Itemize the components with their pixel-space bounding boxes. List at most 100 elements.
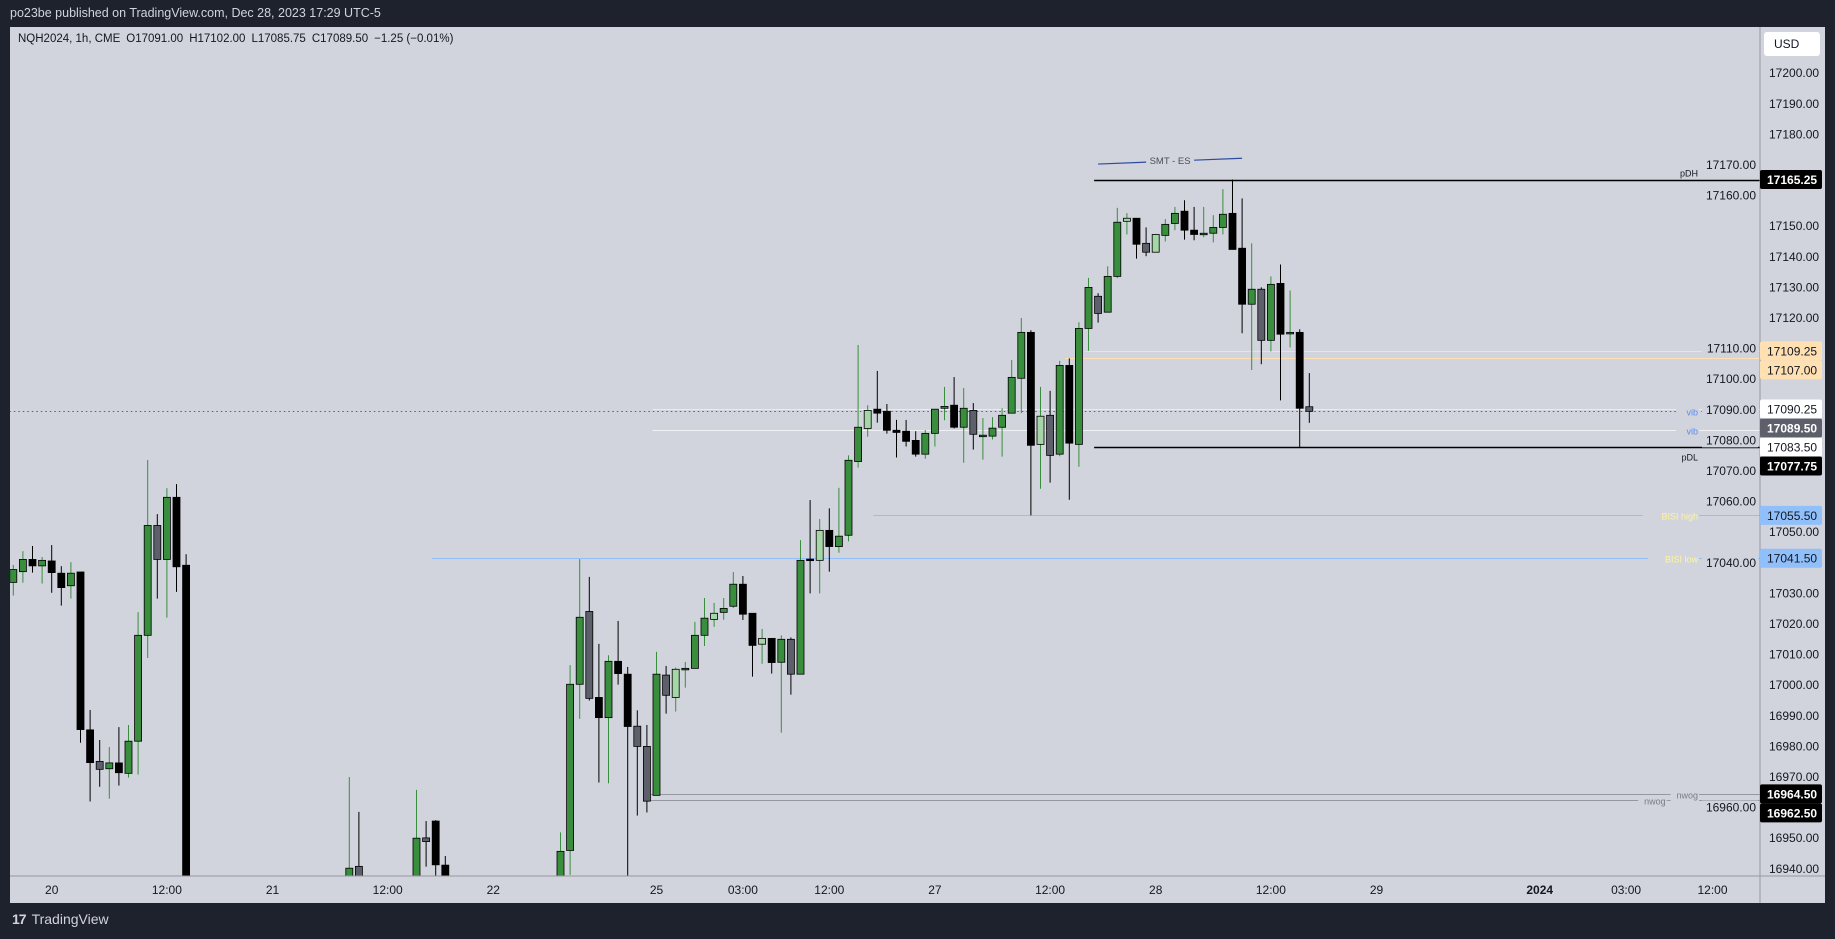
candle[interactable] xyxy=(575,559,584,719)
candle[interactable] xyxy=(1286,290,1294,348)
candle[interactable] xyxy=(354,811,363,915)
candle[interactable] xyxy=(1065,358,1074,500)
candle[interactable] xyxy=(883,403,891,434)
candle[interactable] xyxy=(787,637,795,695)
candle[interactable] xyxy=(710,602,718,627)
candle[interactable] xyxy=(1247,243,1256,371)
candle[interactable] xyxy=(1027,330,1035,516)
candle[interactable] xyxy=(10,564,18,596)
candle[interactable] xyxy=(1055,360,1064,457)
candle[interactable] xyxy=(671,667,680,712)
candle[interactable] xyxy=(777,635,786,733)
currency-button[interactable]: USD xyxy=(1764,32,1820,56)
candle[interactable] xyxy=(892,419,901,458)
candle[interactable] xyxy=(1199,206,1208,238)
candle[interactable] xyxy=(959,388,968,463)
candle[interactable] xyxy=(806,500,814,594)
price-axis[interactable]: 17200.00 17190.00 17180.00 17170.00 17160.00… xyxy=(1702,66,1819,876)
candle[interactable] xyxy=(38,556,46,584)
candle[interactable] xyxy=(1219,189,1227,235)
candle[interactable] xyxy=(1036,386,1045,489)
candle[interactable] xyxy=(643,724,651,813)
candle[interactable] xyxy=(950,377,958,429)
candle[interactable] xyxy=(1007,359,1016,414)
candle[interactable] xyxy=(719,597,728,620)
candle[interactable] xyxy=(758,628,766,664)
candle[interactable] xyxy=(835,487,843,553)
candle[interactable] xyxy=(1094,293,1102,323)
candle[interactable] xyxy=(633,710,642,816)
candle[interactable] xyxy=(1113,207,1122,279)
candle[interactable] xyxy=(115,727,123,786)
candle[interactable] xyxy=(153,514,162,599)
candle[interactable] xyxy=(76,571,85,743)
candle[interactable] xyxy=(1257,287,1266,365)
candle[interactable] xyxy=(441,855,450,915)
candle[interactable] xyxy=(1295,329,1304,448)
candle[interactable] xyxy=(1103,266,1112,313)
candle[interactable] xyxy=(988,417,997,440)
candle[interactable] xyxy=(134,612,143,775)
legend-symbol[interactable]: NQH2024, 1h, CME xyxy=(18,33,121,45)
candle[interactable] xyxy=(748,612,757,677)
candle[interactable] xyxy=(931,408,939,447)
candle[interactable] xyxy=(162,488,171,618)
candle[interactable] xyxy=(1209,215,1218,243)
candle[interactable] xyxy=(700,597,709,647)
candle[interactable] xyxy=(940,386,949,421)
candle[interactable] xyxy=(969,403,978,450)
candle[interactable] xyxy=(1305,373,1314,423)
candle[interactable] xyxy=(767,637,776,674)
candle[interactable] xyxy=(67,562,75,599)
candle[interactable] xyxy=(1123,213,1131,235)
candle[interactable] xyxy=(95,739,104,787)
candle[interactable] xyxy=(1142,227,1150,257)
candle[interactable] xyxy=(86,709,94,802)
candle[interactable] xyxy=(345,777,354,915)
candle[interactable] xyxy=(1228,179,1237,250)
candle[interactable] xyxy=(691,621,699,669)
candle[interactable] xyxy=(1046,390,1054,483)
candle[interactable] xyxy=(1276,264,1285,401)
candle[interactable] xyxy=(815,519,824,594)
candle[interactable] xyxy=(182,554,191,914)
candle[interactable] xyxy=(18,551,27,583)
candle[interactable] xyxy=(1075,322,1083,467)
candle[interactable] xyxy=(1267,276,1275,352)
candle[interactable] xyxy=(1151,233,1160,253)
candle[interactable] xyxy=(57,566,66,606)
candle[interactable] xyxy=(911,431,920,457)
candle[interactable] xyxy=(863,405,872,437)
candle[interactable] xyxy=(1238,198,1246,334)
smt-line-left[interactable] xyxy=(1098,161,1147,165)
candle[interactable] xyxy=(143,459,152,658)
candle[interactable] xyxy=(556,832,565,914)
candle[interactable] xyxy=(1084,277,1093,351)
candle[interactable] xyxy=(172,484,181,592)
candle[interactable] xyxy=(412,789,421,915)
candle[interactable] xyxy=(28,545,37,573)
candle[interactable] xyxy=(739,575,747,621)
candle[interactable] xyxy=(604,655,613,784)
candle[interactable] xyxy=(585,576,594,701)
candle[interactable] xyxy=(566,665,574,875)
candle[interactable] xyxy=(844,455,853,542)
candle[interactable] xyxy=(431,820,440,915)
time-axis[interactable]: 20 12:00 21 12:00 22 25 03:00 12:00 27 12:00 28 12:… xyxy=(45,883,1728,897)
candle[interactable] xyxy=(662,665,670,714)
candle[interactable] xyxy=(998,408,1006,457)
candle[interactable] xyxy=(979,418,987,460)
smt-line-right[interactable] xyxy=(1194,157,1243,161)
candle[interactable] xyxy=(902,419,910,447)
candle[interactable] xyxy=(921,429,930,459)
candle[interactable] xyxy=(595,643,603,783)
candle[interactable] xyxy=(1017,318,1026,414)
candle[interactable] xyxy=(1180,200,1189,240)
candle[interactable] xyxy=(614,620,622,685)
candle[interactable] xyxy=(825,508,834,572)
candle[interactable] xyxy=(124,724,133,778)
candle[interactable] xyxy=(652,651,661,796)
footer-brand[interactable]: 17 TradingView xyxy=(12,911,109,927)
candle[interactable] xyxy=(1190,206,1198,241)
candle[interactable] xyxy=(623,666,632,876)
